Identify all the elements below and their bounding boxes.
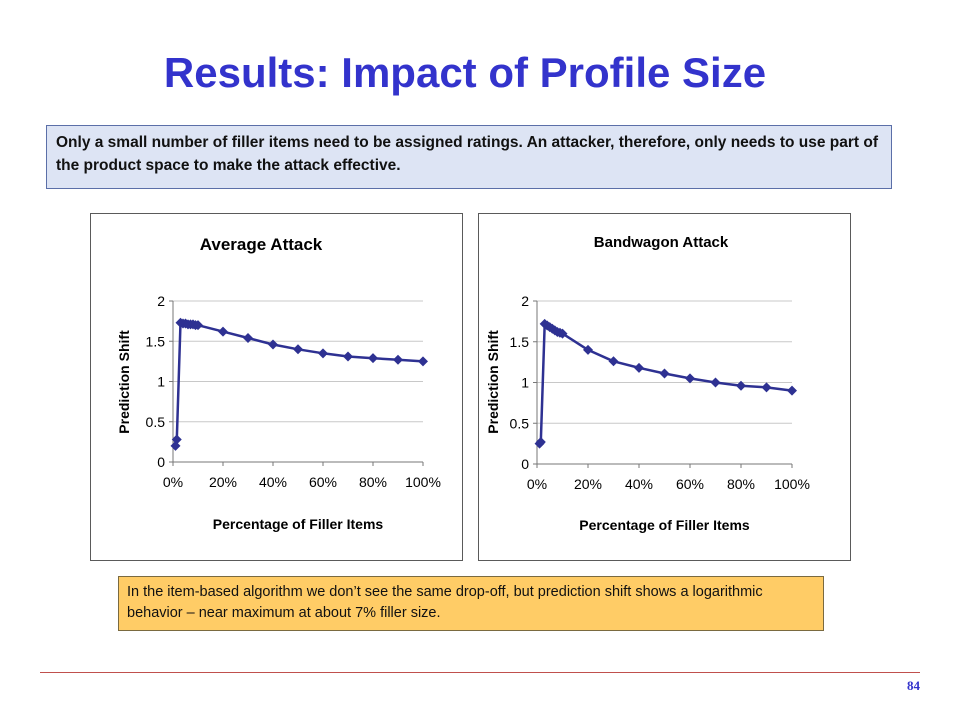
y-tick-label: 1	[157, 374, 165, 390]
y-tick-label: 1	[521, 375, 529, 391]
data-point	[535, 436, 546, 447]
data-point	[659, 368, 670, 379]
data-point	[710, 377, 721, 388]
x-tick-label: 100%	[774, 476, 810, 492]
x-tick-label: 0%	[163, 474, 183, 490]
x-tick-label: 80%	[359, 474, 387, 490]
data-point	[268, 339, 278, 350]
top-note: Only a small number of filler items need…	[46, 125, 892, 189]
y-tick-label: 0	[521, 456, 529, 472]
data-point	[170, 440, 181, 451]
data-point	[685, 373, 695, 384]
average-attack-chart: 0 0.5 1 1.5 2 0% 20% 40% 60% 80% 100% Average Attac…	[90, 213, 463, 561]
x-tick-label: 40%	[625, 476, 653, 492]
data-point	[393, 354, 403, 365]
y-tick-label: 2	[521, 293, 529, 309]
x-tick-label: 80%	[727, 476, 755, 492]
y-tick-label: 0	[157, 454, 165, 470]
x-tick-label: 100%	[405, 474, 441, 490]
footer-divider	[40, 672, 920, 673]
x-axis-label: Percentage of Filler Items	[579, 517, 750, 533]
x-tick-label: 0%	[527, 476, 547, 492]
bandwagon-attack-chart: 0 0.5 1 1.5 2 0% 20% 40% 60% 80% 100% Bandwagon Att…	[478, 213, 851, 561]
data-point	[736, 380, 746, 391]
page-number: 84	[907, 678, 920, 693]
data-point	[193, 320, 203, 331]
y-axis-label: Prediction Shift	[485, 330, 501, 434]
data-point	[634, 362, 644, 373]
data-point	[787, 385, 797, 396]
slide-title: Results: Impact of Profile Size	[163, 49, 767, 96]
x-axis-label: Percentage of Filler Items	[213, 516, 384, 532]
y-axis-label: Prediction Shift	[116, 330, 132, 434]
data-point	[343, 351, 353, 362]
x-tick-label: 60%	[309, 474, 337, 490]
average-attack-plot: 00.511.520% 20% 40% 60% 80% 100%Average Attac…	[116, 235, 441, 532]
y-tick-label: 1.5	[146, 333, 166, 349]
chart-title: Bandwagon Attack	[594, 234, 729, 251]
data-point	[293, 344, 303, 355]
data-point	[171, 434, 182, 445]
x-tick-label: 20%	[209, 474, 237, 490]
data-point	[418, 356, 428, 367]
bandwagon-attack-plot: 00.511.520% 20% 40% 60% 80% 100%Bandwagon Att…	[485, 234, 810, 533]
x-tick-label: 60%	[676, 476, 704, 492]
data-point	[761, 382, 772, 393]
data-point	[243, 333, 253, 344]
x-tick-label: 20%	[574, 476, 602, 492]
bottom-note: In the item-based algorithm we don’t see…	[118, 576, 824, 631]
y-tick-label: 0.5	[146, 414, 166, 430]
data-point	[318, 348, 328, 359]
data-point	[557, 328, 568, 339]
data-point	[608, 356, 619, 367]
data-point	[583, 344, 593, 355]
x-tick-label: 40%	[259, 474, 287, 490]
y-tick-label: 2	[157, 293, 165, 309]
y-tick-label: 0.5	[510, 415, 530, 431]
data-point	[368, 353, 378, 364]
data-point	[218, 326, 228, 337]
chart-title: Average Attack	[200, 235, 323, 254]
y-tick-label: 1.5	[510, 334, 530, 350]
